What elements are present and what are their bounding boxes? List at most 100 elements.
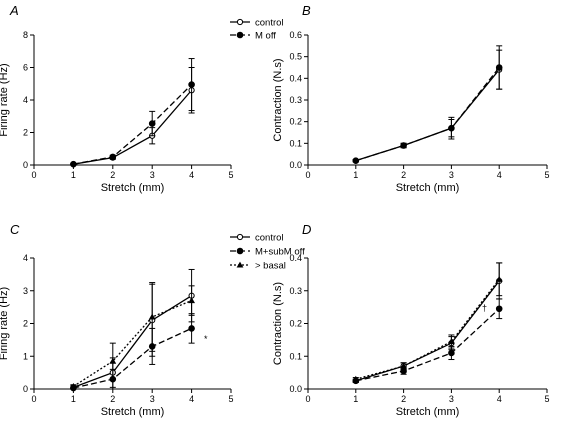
x-tick-label: 2 [110, 170, 115, 180]
y-axis-title: Contraction (N.s) [272, 58, 284, 141]
y-tick-label: 0 [23, 160, 28, 170]
y-axis-title: Contraction (N.s) [272, 282, 284, 365]
x-tick-label: 2 [110, 394, 115, 404]
x-tick-label: 0 [305, 394, 310, 404]
x-axis-title: Stretch (mm) [396, 182, 460, 194]
legend-marker [236, 233, 244, 241]
series-line [73, 295, 192, 388]
series-control [352, 49, 503, 164]
y-tick-label: 0.2 [289, 117, 302, 127]
data-point [70, 160, 77, 168]
series-m-off [352, 45, 503, 164]
legend-marker [236, 261, 244, 268]
legend-marker [236, 31, 244, 39]
y-tick-label: 0.6 [289, 30, 302, 40]
series-line [355, 278, 500, 380]
y-tick-label: 2 [23, 319, 28, 329]
x-tick-label: 3 [449, 170, 454, 180]
panel-a: A 0 1 2 3 4 5 0 2 4 6 8 Stretch (mm) Firing rate (Hz)… [0, 3, 284, 194]
data-point [448, 124, 455, 132]
series-line [355, 69, 500, 162]
data-point [148, 120, 156, 127]
data-point [448, 338, 455, 345]
legend-marker [236, 18, 244, 26]
x-tick-label: 5 [228, 170, 233, 180]
data-point [495, 275, 503, 282]
panel-letter: B [302, 3, 311, 18]
x-tick-label: 0 [305, 170, 310, 180]
panel-letter: A [9, 3, 19, 18]
x-tick-label: 4 [189, 170, 194, 180]
y-tick-label: 0.0 [289, 384, 302, 394]
series-basal [352, 262, 503, 382]
y-tick-label: 0.4 [289, 253, 302, 263]
y-tick-label: 4 [23, 95, 28, 105]
y-tick-label: 0.3 [289, 95, 302, 105]
y-tick-label: 8 [23, 30, 28, 40]
panel-letter: C [10, 222, 20, 237]
series-control [70, 268, 195, 391]
series-line [73, 299, 192, 387]
series-line [355, 308, 500, 382]
series-basal [70, 282, 195, 389]
y-tick-label: 6 [23, 63, 28, 73]
legend-label: control [255, 18, 284, 29]
x-tick-label: 3 [449, 394, 454, 404]
series-line [355, 280, 500, 382]
x-tick-label: 1 [71, 394, 76, 404]
x-axis-title: Stretch (mm) [396, 406, 460, 418]
data-point [448, 349, 455, 357]
panel-b: B 0 1 2 3 4 5 0.0 0.1 0.2 0.3 0.4 0.5 0.6 Stretch (mm)… [272, 3, 550, 194]
x-tick-label: 1 [353, 170, 358, 180]
legend: control M+subM off > basal [230, 233, 305, 272]
x-tick-label: 1 [71, 170, 76, 180]
data-point [400, 362, 407, 369]
y-tick-label: 0.3 [289, 286, 302, 296]
data-point [188, 325, 195, 332]
x-tick-label: 3 [150, 170, 155, 180]
series-control [70, 67, 195, 168]
data-point [109, 153, 117, 161]
x-axis-title: Stretch (mm) [101, 406, 165, 418]
y-axis-title: Firing rate (Hz) [0, 63, 10, 136]
data-point [70, 382, 77, 389]
y-axis-title: Firing rate (Hz) [0, 287, 10, 360]
data-point [352, 157, 360, 164]
x-tick-label: 2 [401, 394, 406, 404]
y-tick-label: 0.4 [289, 73, 302, 83]
y-tick-label: 3 [23, 286, 28, 296]
x-tick-label: 4 [497, 394, 502, 404]
panel-c: C 0 1 2 3 4 5 0 1 2 3 4 Stretch (mm) Firing rate (Hz)… [0, 222, 305, 418]
data-point [148, 313, 156, 320]
data-point [188, 297, 195, 304]
y-tick-label: 1 [23, 351, 28, 361]
series-line [73, 84, 193, 165]
panel-d: D 0 1 2 3 4 5 0.0 0.1 0.2 0.3 0.4 Stretch (mm) Contra… [272, 222, 550, 418]
series-control [352, 262, 503, 384]
series-line [73, 327, 192, 389]
y-tick-label: 4 [23, 253, 28, 263]
x-tick-label: 3 [150, 394, 155, 404]
x-tick-label: 0 [31, 394, 36, 404]
x-tick-label: 5 [544, 170, 549, 180]
series-m-off [70, 58, 195, 168]
series-m-subm-off [352, 298, 503, 385]
x-tick-label: 5 [228, 394, 233, 404]
y-tick-label: 0.0 [289, 160, 302, 170]
y-tick-label: 2 [23, 128, 28, 138]
y-tick-label: 0.5 [289, 52, 302, 62]
legend-marker [236, 247, 244, 255]
significance-marker: * [204, 334, 208, 344]
x-axis-title: Stretch (mm) [101, 182, 165, 194]
data-point [495, 305, 503, 313]
y-tick-label: 0.1 [289, 138, 302, 148]
panel-letter: D [302, 222, 311, 237]
data-point [352, 375, 360, 382]
legend: control M off [230, 18, 284, 42]
x-tick-label: 1 [353, 394, 358, 404]
data-point [109, 357, 117, 364]
x-tick-label: 4 [497, 170, 502, 180]
series-m-subm-off [70, 313, 195, 392]
x-tick-label: 5 [544, 394, 549, 404]
